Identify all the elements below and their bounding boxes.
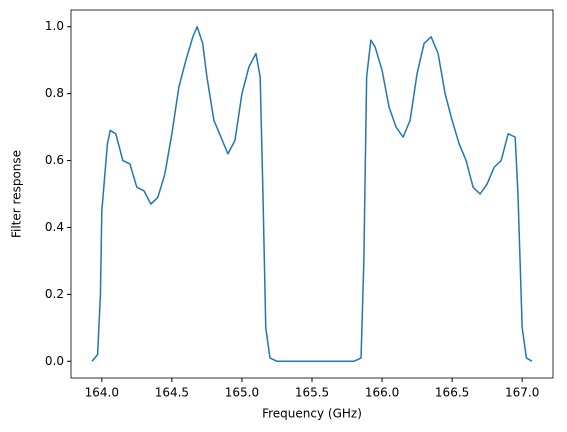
- x-tick-label: 164.5: [155, 386, 189, 400]
- y-tick-label: 0.8: [45, 86, 64, 100]
- y-tick-label: 0.0: [45, 354, 64, 368]
- y-tick-label: 0.6: [45, 153, 64, 167]
- x-axis-label: Frequency (GHz): [262, 407, 362, 421]
- y-tick-label: 0.4: [45, 220, 64, 234]
- x-tick-label: 164.0: [85, 386, 119, 400]
- x-tick-label: 167.0: [505, 386, 539, 400]
- x-tick-label: 166.0: [365, 386, 399, 400]
- line: [91, 25, 533, 363]
- x-tick-label: 166.5: [435, 386, 469, 400]
- y-tick-label: 1.0: [45, 19, 64, 33]
- x-tick-label: 165.0: [225, 386, 259, 400]
- plot-frame: [70, 9, 554, 379]
- x-tick-label: 165.5: [295, 386, 329, 400]
- y-tick-label: 0.2: [45, 287, 64, 301]
- y-axis-label: Filter response: [10, 150, 24, 238]
